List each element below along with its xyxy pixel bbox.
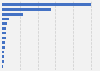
Bar <box>2 56 4 58</box>
Bar <box>2 51 4 53</box>
Bar <box>2 41 5 44</box>
Bar <box>2 8 51 11</box>
Bar <box>2 13 23 15</box>
Bar <box>2 3 91 6</box>
Bar <box>2 60 4 63</box>
Bar <box>2 32 6 34</box>
Bar <box>2 22 7 25</box>
Bar <box>2 46 5 49</box>
Bar <box>2 37 6 39</box>
Bar <box>2 18 9 20</box>
Bar <box>2 65 3 68</box>
Bar <box>2 27 6 30</box>
